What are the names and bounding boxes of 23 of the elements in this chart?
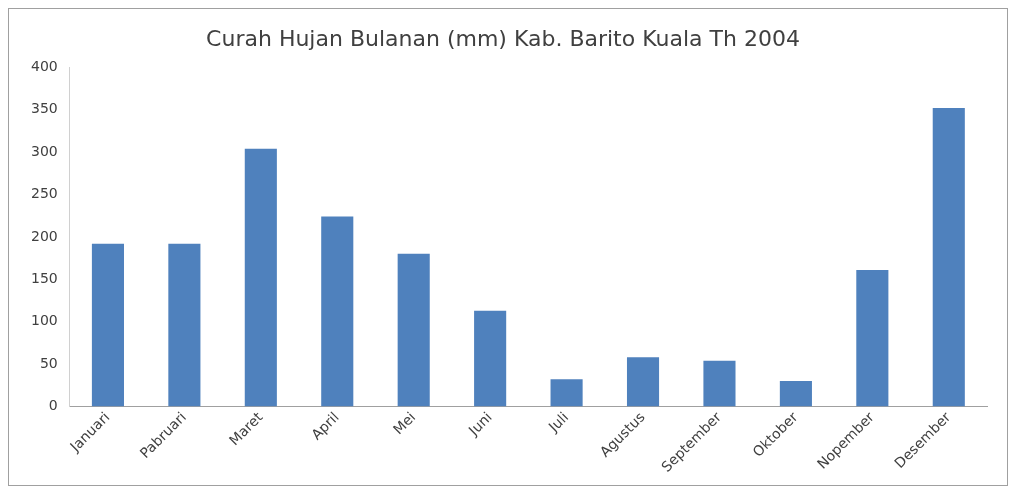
y-tick-label: 250 bbox=[30, 185, 58, 202]
y-tick-label: 100 bbox=[30, 312, 58, 329]
bar bbox=[779, 380, 812, 407]
chart-title: Curah Hujan Bulanan (mm) Kab. Barito Kuala Th 2004 bbox=[206, 25, 800, 51]
y-tick-label: 150 bbox=[30, 269, 58, 286]
y-tick-label: 0 bbox=[48, 397, 58, 414]
bar bbox=[703, 360, 736, 407]
bar bbox=[550, 379, 583, 407]
bar bbox=[321, 216, 354, 407]
bar bbox=[397, 253, 430, 407]
bar bbox=[626, 357, 660, 407]
bar bbox=[932, 108, 965, 407]
y-tick-label: 400 bbox=[30, 58, 58, 75]
bar bbox=[244, 148, 277, 407]
y-tick-label: 50 bbox=[39, 354, 58, 371]
y-tick-label: 200 bbox=[30, 227, 58, 244]
bar bbox=[168, 243, 201, 407]
x-tick-label: Mei bbox=[389, 408, 419, 438]
bar bbox=[474, 310, 507, 407]
bar bbox=[91, 243, 124, 407]
bar bbox=[856, 269, 889, 407]
y-tick-label: 350 bbox=[30, 100, 58, 117]
y-tick-label: 300 bbox=[30, 142, 58, 159]
